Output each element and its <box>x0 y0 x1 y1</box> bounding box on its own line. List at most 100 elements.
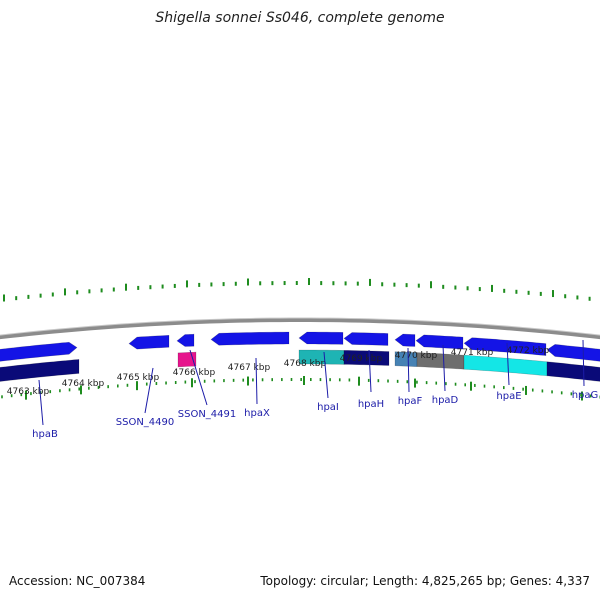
gc-tick <box>356 281 359 286</box>
gc-tick <box>491 284 493 292</box>
gene-label[interactable]: hpaD <box>432 395 459 406</box>
scale-minor-tick <box>531 388 534 392</box>
cds-arrow <box>415 334 464 350</box>
scale-major-tick <box>358 376 360 386</box>
scale-label: 4771 kbp <box>451 348 494 358</box>
scale-minor-tick <box>589 394 592 398</box>
gc-tick <box>137 285 140 290</box>
scale-label: 4772 kbp <box>507 346 550 356</box>
scale-label: 4765 kbp <box>117 373 160 383</box>
gc-tick <box>51 292 54 297</box>
gc-tick <box>552 290 554 298</box>
gc-tick <box>27 294 30 299</box>
gene-label[interactable]: hpaI <box>317 402 339 413</box>
scale-minor-tick <box>541 389 544 393</box>
scale-minor-tick <box>88 386 90 390</box>
scale-label: 4768 kbp <box>284 359 327 369</box>
scale-minor-tick <box>300 378 302 381</box>
cds-arrow <box>298 331 344 345</box>
scale-minor-tick <box>155 382 158 386</box>
scale-minor-tick <box>145 382 148 386</box>
scale-minor-tick <box>416 380 418 384</box>
scale-minor-tick <box>290 378 293 382</box>
gc-tick <box>39 293 42 298</box>
scale-minor-tick <box>20 393 23 397</box>
gene-leader-line <box>442 344 446 392</box>
scale-minor-tick <box>165 381 167 385</box>
gc-tick <box>503 288 506 293</box>
scale-major-tick <box>303 376 305 385</box>
gene-leader-line <box>189 349 208 406</box>
scale-minor-tick <box>261 378 264 382</box>
scale-minor-tick <box>126 383 129 387</box>
gc-tick <box>564 294 567 299</box>
gc-tick <box>64 288 66 296</box>
scale-minor-tick <box>117 384 119 388</box>
map-title: Shigella sonnei Ss046, complete genome <box>155 10 445 26</box>
scale-minor-tick <box>213 379 216 383</box>
scale-major-tick <box>525 385 527 395</box>
scale-minor-tick <box>503 386 505 390</box>
gc-tick <box>527 290 530 295</box>
gc-tick <box>234 281 237 286</box>
gene-label[interactable]: hpaG <box>572 390 599 401</box>
gene-label[interactable]: hpaF <box>398 396 423 407</box>
gc-tick <box>76 290 79 295</box>
gc-tick <box>466 286 469 291</box>
scale-minor-tick <box>97 385 100 389</box>
scale-major-tick <box>136 381 138 391</box>
gc-tick <box>417 283 420 288</box>
gene-leader-line <box>582 339 585 387</box>
scale-minor-tick <box>10 394 13 398</box>
gc-tick <box>100 288 103 293</box>
gc-tick <box>247 278 249 286</box>
gene-label[interactable]: hpaH <box>358 399 384 410</box>
gene-label[interactable]: hpaX <box>244 408 270 419</box>
genome-stats-text: Topology: circular; Length: 4,825,265 bp… <box>260 574 590 588</box>
accession-text: Accession: NC_007384 <box>9 574 146 588</box>
gene-label[interactable]: hpaB <box>32 429 58 440</box>
scale-minor-tick <box>184 380 187 384</box>
scale-major-tick <box>414 378 416 388</box>
gc-tick <box>210 282 213 287</box>
scale-minor-tick <box>483 384 486 388</box>
scale-minor-tick <box>49 390 52 394</box>
cds-arrow <box>210 331 290 346</box>
scale-major-tick <box>581 391 583 401</box>
gc-tick <box>332 281 335 286</box>
gene-leader-line <box>323 351 329 399</box>
gc-tick <box>344 281 347 286</box>
cds-arrow <box>463 337 547 356</box>
scale-minor-tick <box>445 382 447 386</box>
scale-major-tick <box>247 376 249 386</box>
scale-minor-tick <box>30 392 32 396</box>
cds-track <box>0 331 600 362</box>
scale-minor-tick <box>252 378 254 382</box>
scale-minor-tick <box>310 378 312 382</box>
scale-minor-tick <box>1 395 3 399</box>
gene-label[interactable]: SSON_4491 <box>178 409 237 420</box>
gc-tick <box>149 285 152 290</box>
gene-label[interactable]: hpaE <box>496 391 521 402</box>
scale-minor-tick <box>78 387 80 391</box>
scale-minor-tick <box>493 385 495 389</box>
gene-leader-line <box>255 357 258 405</box>
scale-minor-tick <box>387 379 389 383</box>
scale-minor-tick <box>570 392 573 396</box>
gc-tick <box>393 282 396 287</box>
scale-major-tick <box>191 378 193 388</box>
scale-minor-tick <box>560 391 563 395</box>
gc-tick <box>576 295 579 300</box>
gc-tick <box>539 291 542 296</box>
scale-label: 4766 kbp <box>173 368 216 378</box>
scale-minor-tick <box>242 378 245 382</box>
gc-tick <box>222 282 225 287</box>
gc-tick <box>381 282 384 287</box>
scale-minor-tick <box>435 381 438 385</box>
gc-tick <box>186 280 188 288</box>
gene-label[interactable]: SSON_4490 <box>116 417 175 428</box>
gc-tick <box>271 281 274 286</box>
scale-label: 4764 kbp <box>62 379 105 389</box>
scale-labels: 4763 kbp 4764 kbp 4765 kbp 4766 kbp 4767 kbp… <box>7 346 550 397</box>
